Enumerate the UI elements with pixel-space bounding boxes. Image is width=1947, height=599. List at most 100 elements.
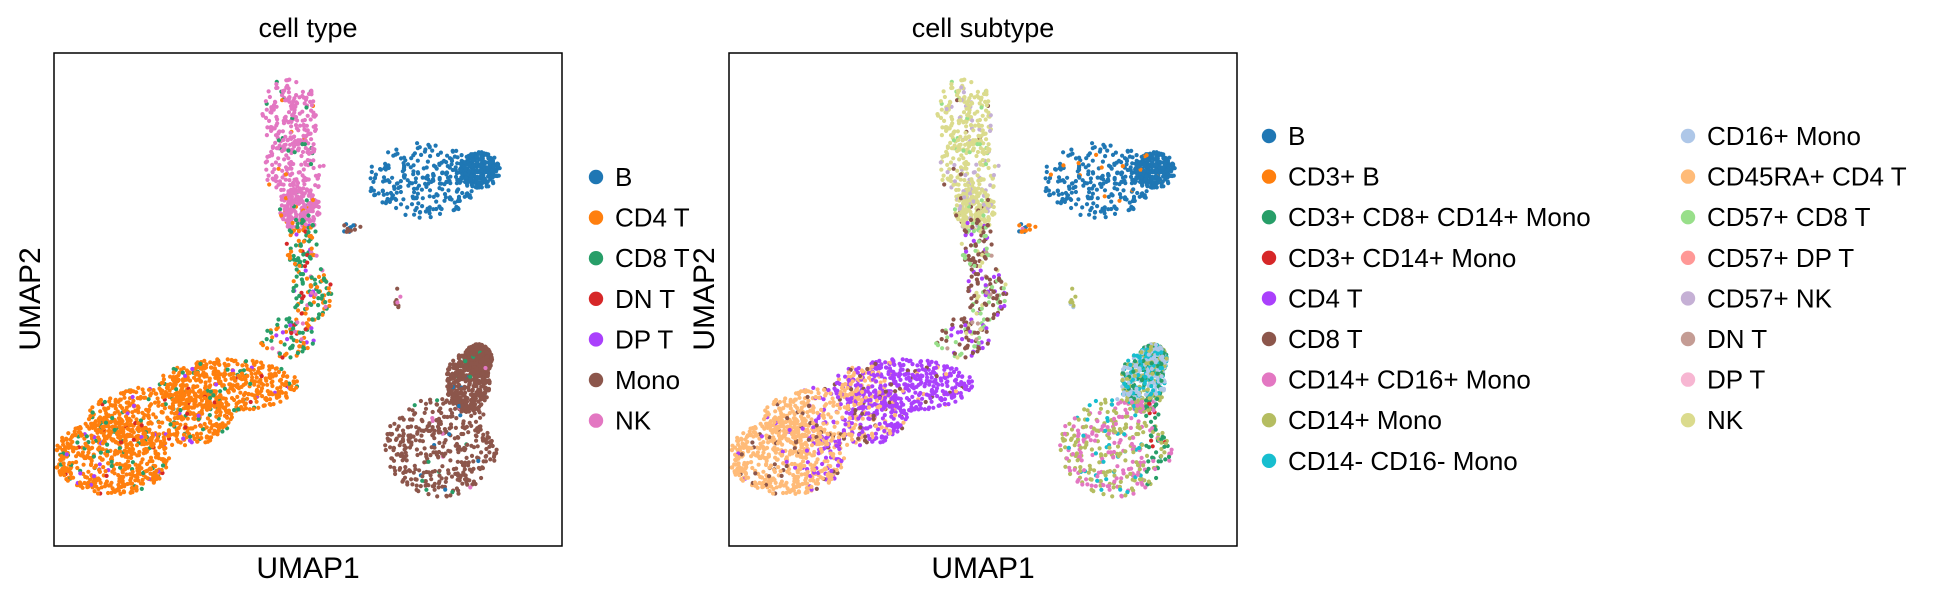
point	[986, 142, 991, 147]
point	[140, 481, 146, 486]
point	[407, 468, 412, 473]
point	[309, 290, 314, 295]
point	[342, 223, 347, 228]
point	[70, 433, 76, 438]
point	[403, 468, 408, 474]
point	[301, 178, 306, 183]
point	[214, 410, 219, 415]
point	[386, 150, 391, 155]
point	[98, 480, 103, 485]
point	[468, 485, 473, 490]
point	[991, 315, 996, 321]
point	[942, 182, 947, 187]
point	[257, 370, 262, 375]
point	[433, 143, 438, 148]
point	[474, 361, 479, 366]
point	[438, 421, 443, 426]
point	[977, 191, 982, 196]
point	[308, 131, 313, 136]
point	[216, 359, 221, 364]
point	[130, 394, 135, 400]
point	[920, 396, 925, 401]
point	[140, 457, 145, 462]
point	[297, 293, 302, 298]
point	[267, 182, 272, 187]
point	[456, 435, 461, 440]
point	[194, 431, 200, 436]
point	[969, 217, 974, 222]
point	[448, 174, 453, 179]
point	[955, 168, 960, 173]
point	[174, 387, 179, 392]
point	[265, 389, 270, 394]
point	[388, 464, 393, 469]
point	[98, 450, 103, 455]
point	[139, 486, 144, 491]
point	[481, 459, 486, 464]
point	[118, 436, 123, 441]
point	[309, 329, 314, 334]
point	[297, 344, 302, 349]
point	[394, 205, 399, 211]
point	[945, 151, 950, 156]
point	[282, 342, 287, 347]
point	[220, 429, 225, 434]
point	[962, 161, 967, 166]
point	[170, 385, 175, 390]
point	[311, 99, 316, 104]
point	[286, 148, 291, 153]
point	[91, 474, 97, 479]
point	[469, 469, 474, 474]
point	[62, 473, 67, 478]
point	[300, 349, 305, 354]
point	[309, 89, 314, 95]
point	[489, 356, 494, 361]
point	[297, 263, 302, 268]
point	[214, 396, 219, 401]
point	[471, 158, 476, 163]
point	[286, 223, 291, 228]
point	[291, 326, 296, 331]
point	[123, 465, 129, 470]
point	[984, 150, 989, 155]
point	[275, 121, 280, 126]
point	[479, 475, 484, 481]
point	[267, 118, 272, 123]
point	[149, 402, 154, 407]
point	[261, 403, 266, 408]
point	[155, 396, 160, 401]
point	[123, 435, 129, 440]
point	[160, 395, 166, 400]
point	[310, 317, 315, 322]
point	[307, 255, 312, 260]
point	[992, 211, 997, 216]
point	[948, 140, 953, 145]
point	[427, 205, 432, 210]
point	[309, 275, 314, 280]
point	[944, 338, 949, 343]
point	[420, 204, 425, 209]
point	[387, 431, 392, 436]
point	[432, 445, 437, 450]
point	[273, 373, 278, 378]
point	[409, 477, 414, 482]
point	[225, 402, 230, 407]
point	[476, 458, 481, 464]
point	[448, 449, 453, 454]
point	[136, 478, 141, 483]
point	[416, 183, 422, 188]
point	[295, 350, 300, 356]
point	[289, 330, 294, 336]
point	[949, 82, 954, 87]
point	[294, 267, 299, 272]
point	[415, 141, 420, 146]
point	[457, 359, 463, 364]
point	[198, 424, 203, 429]
point	[259, 374, 264, 379]
point	[271, 402, 276, 407]
point	[251, 406, 256, 412]
point	[978, 162, 983, 167]
point	[992, 312, 997, 317]
point	[181, 397, 186, 402]
point	[966, 198, 971, 203]
